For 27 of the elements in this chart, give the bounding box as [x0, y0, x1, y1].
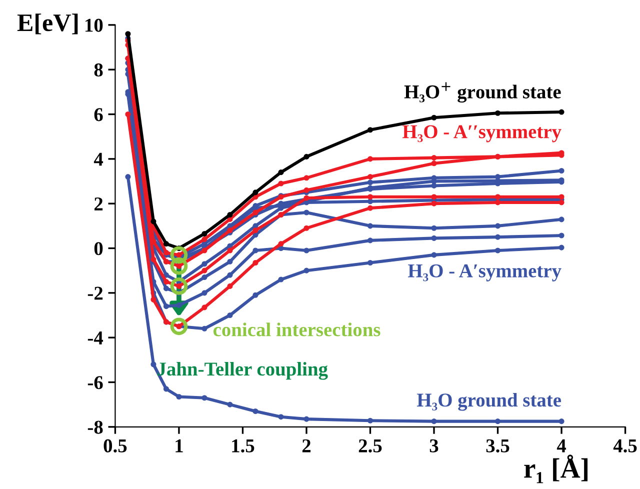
- annotation: H₃O - A′symmetry: [408, 264, 562, 282]
- y-tick-label: 6: [94, 108, 103, 122]
- x-tick-label: 3: [430, 439, 438, 452]
- x-tick-label: 3.5: [486, 439, 510, 452]
- annotation: H₃O - A′′symmetry: [402, 125, 562, 142]
- x-tick-label: 1: [176, 439, 183, 452]
- y-tick-label: -8: [88, 420, 103, 434]
- y-tick-label: 2: [94, 197, 103, 210]
- y-tick-label: -6: [88, 376, 103, 390]
- x-tick-label: 2.5: [358, 439, 382, 452]
- x-axis-title: r₁ [Å]: [524, 454, 588, 484]
- annotation: conical intersections: [213, 322, 380, 336]
- x-tick-label: 4.5: [613, 439, 637, 452]
- y-tick-label: -4: [88, 332, 104, 344]
- y-axis-title: E[eV]: [17, 14, 78, 34]
- annotation: Jahn-Teller coupling: [158, 362, 328, 380]
- x-tick-label: 4: [556, 439, 566, 452]
- annotation: H₃O ground state: [417, 392, 562, 411]
- x-tick-label: 2: [302, 439, 311, 452]
- y-tick-label: 4: [94, 152, 104, 166]
- y-tick-label: 10: [86, 18, 103, 32]
- y-tick-label: -2: [88, 286, 103, 300]
- x-tick-label: 1.5: [232, 439, 254, 452]
- x-tick-label: 0.5: [104, 439, 127, 452]
- annotation: H₃O$^{+}$ ground state: [404, 82, 561, 103]
- y-tick-label: 0: [94, 242, 103, 256]
- y-tick-label: 8: [94, 63, 103, 77]
